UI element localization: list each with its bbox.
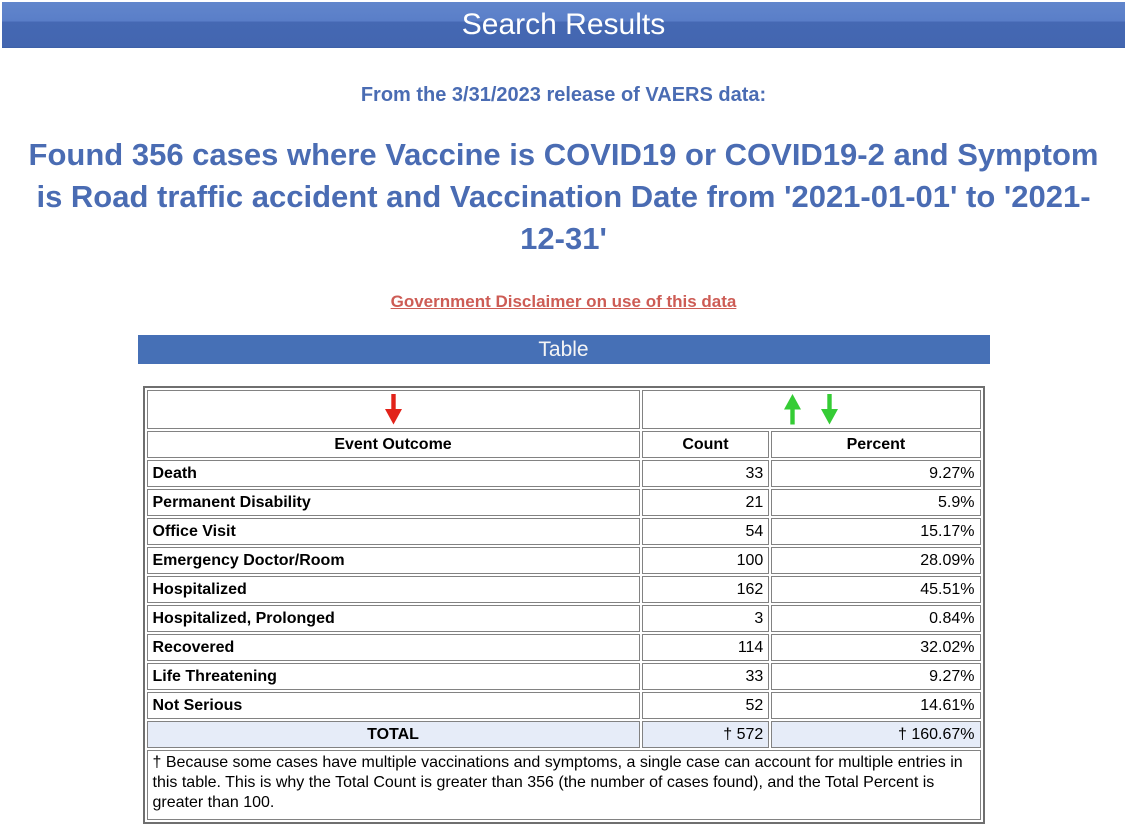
row-percent: 5.9% xyxy=(771,489,981,516)
sort-values-descending-button[interactable] xyxy=(819,394,840,425)
row-percent: 45.51% xyxy=(771,576,981,603)
row-percent: 14.61% xyxy=(771,692,981,719)
row-label: Life Threatening xyxy=(146,663,640,690)
total-percent: † 160.67% xyxy=(771,721,981,748)
table-row: Hospitalized, Prolonged 3 0.84% xyxy=(146,605,981,632)
total-label: TOTAL xyxy=(146,721,640,748)
values-sort-cell xyxy=(641,390,981,429)
row-label: Recovered xyxy=(146,634,640,661)
disclaimer-row: Government Disclaimer on use of this dat… xyxy=(2,292,1125,312)
sort-outcome-descending-button[interactable] xyxy=(383,394,404,425)
row-count: 52 xyxy=(641,692,770,719)
release-subtitle: From the 3/31/2023 release of VAERS data… xyxy=(360,84,767,106)
page-title: Search Results xyxy=(461,8,666,41)
total-count: † 572 xyxy=(641,721,770,748)
total-row: TOTAL † 572 † 160.67% xyxy=(146,721,981,748)
row-count: 114 xyxy=(641,634,770,661)
row-label: Permanent Disability xyxy=(146,489,640,516)
row-count: 21 xyxy=(641,489,770,516)
footnote-row: † Because some cases have multiple vacci… xyxy=(146,750,981,820)
row-count: 54 xyxy=(641,518,770,545)
row-percent: 9.27% xyxy=(771,460,981,487)
green-up-arrow-icon xyxy=(782,394,803,425)
sort-values-ascending-button[interactable] xyxy=(782,394,803,425)
sort-row xyxy=(146,390,981,429)
row-percent: 15.17% xyxy=(771,518,981,545)
column-header-count: Count xyxy=(641,431,770,458)
page-title-bar: Search Results xyxy=(2,2,1125,48)
table-header-row: Event Outcome Count Percent xyxy=(146,431,981,458)
green-down-arrow-icon xyxy=(819,394,840,425)
row-count: 3 xyxy=(641,605,770,632)
table-row: Death 33 9.27% xyxy=(146,460,981,487)
row-label: Death xyxy=(146,460,640,487)
row-count: 162 xyxy=(641,576,770,603)
table-row: Recovered 114 32.02% xyxy=(146,634,981,661)
table-footnote: † Because some cases have multiple vacci… xyxy=(146,750,981,820)
row-label: Emergency Doctor/Room xyxy=(146,547,640,574)
table-row: Office Visit 54 15.17% xyxy=(146,518,981,545)
table-section-title: Table xyxy=(538,338,589,361)
table-row: Not Serious 52 14.61% xyxy=(146,692,981,719)
table-section-bar: Table xyxy=(137,335,990,364)
results-table: Event Outcome Count Percent Death 33 9.2… xyxy=(142,386,985,824)
row-label: Hospitalized xyxy=(146,576,640,603)
row-percent: 0.84% xyxy=(771,605,981,632)
row-label: Office Visit xyxy=(146,518,640,545)
red-down-arrow-icon xyxy=(383,394,404,425)
row-percent: 28.09% xyxy=(771,547,981,574)
government-disclaimer-link[interactable]: Government Disclaimer on use of this dat… xyxy=(390,292,737,311)
row-count: 33 xyxy=(641,663,770,690)
row-label: Hospitalized, Prolonged xyxy=(146,605,640,632)
outcome-sort-cell xyxy=(146,390,640,429)
row-count: 33 xyxy=(641,460,770,487)
row-count: 100 xyxy=(641,547,770,574)
row-percent: 32.02% xyxy=(771,634,981,661)
table-row: Life Threatening 33 9.27% xyxy=(146,663,981,690)
table-row: Permanent Disability 21 5.9% xyxy=(146,489,981,516)
table-row: Emergency Doctor/Room 100 28.09% xyxy=(146,547,981,574)
search-summary-heading: Found 356 cases where Vaccine is COVID19… xyxy=(28,137,1099,256)
table-row: Hospitalized 162 45.51% xyxy=(146,576,981,603)
column-header-percent: Percent xyxy=(771,431,981,458)
row-label: Not Serious xyxy=(146,692,640,719)
row-percent: 9.27% xyxy=(771,663,981,690)
column-header-event-outcome: Event Outcome xyxy=(146,431,640,458)
